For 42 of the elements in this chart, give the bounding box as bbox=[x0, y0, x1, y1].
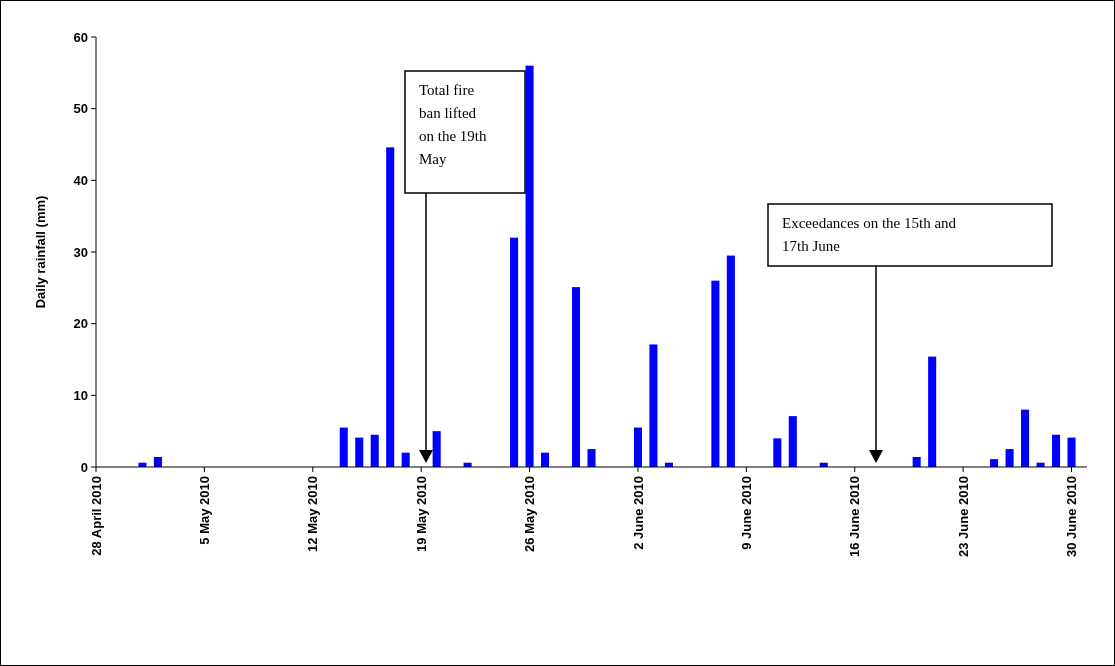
x-tick-label: 16 June 2010 bbox=[847, 476, 863, 557]
bar bbox=[432, 431, 441, 467]
x-tick-label: 5 May 2010 bbox=[196, 476, 212, 545]
bar bbox=[401, 452, 410, 467]
y-tick-label: 40 bbox=[73, 172, 88, 188]
y-tick-label: 20 bbox=[73, 316, 88, 332]
y-tick-label: 30 bbox=[73, 244, 88, 260]
bar bbox=[525, 65, 534, 467]
bar bbox=[711, 280, 720, 467]
bar bbox=[355, 437, 364, 467]
bar bbox=[1005, 449, 1014, 467]
bar bbox=[1021, 409, 1030, 467]
x-tick-label: 30 June 2010 bbox=[1064, 476, 1080, 557]
bar bbox=[370, 434, 379, 467]
x-tick-label: 12 May 2010 bbox=[305, 476, 321, 552]
annotation: Total fire ban lifted on the 19th May bbox=[419, 82, 487, 167]
x-tick-label: 26 May 2010 bbox=[522, 476, 538, 552]
bar bbox=[928, 356, 937, 467]
y-tick-label: 10 bbox=[73, 387, 88, 403]
x-tick-label: 28 April 2010 bbox=[88, 476, 104, 556]
bar bbox=[633, 427, 642, 467]
x-tick-label: 9 June 2010 bbox=[738, 476, 754, 550]
bar bbox=[788, 416, 797, 467]
y-tick-label: 60 bbox=[73, 29, 88, 45]
bar bbox=[1067, 437, 1076, 467]
bar bbox=[773, 438, 782, 467]
annotation: Exceedances on the 15th and 17th June bbox=[782, 215, 957, 254]
bar bbox=[386, 147, 395, 467]
bar bbox=[587, 449, 596, 467]
bar bbox=[510, 237, 519, 467]
bar bbox=[726, 255, 735, 467]
y-axis-title: Daily rainfall (mm) bbox=[33, 195, 48, 309]
bar bbox=[339, 427, 348, 467]
x-tick-label: 19 May 2010 bbox=[413, 476, 429, 552]
x-tick-label: 2 June 2010 bbox=[630, 476, 646, 550]
bar bbox=[649, 344, 658, 467]
bar bbox=[1052, 434, 1061, 467]
y-tick-label: 0 bbox=[80, 459, 88, 475]
bar bbox=[541, 452, 550, 467]
y-tick-label: 50 bbox=[73, 101, 88, 117]
x-tick-label: 23 June 2010 bbox=[955, 476, 971, 557]
bar bbox=[571, 287, 581, 467]
